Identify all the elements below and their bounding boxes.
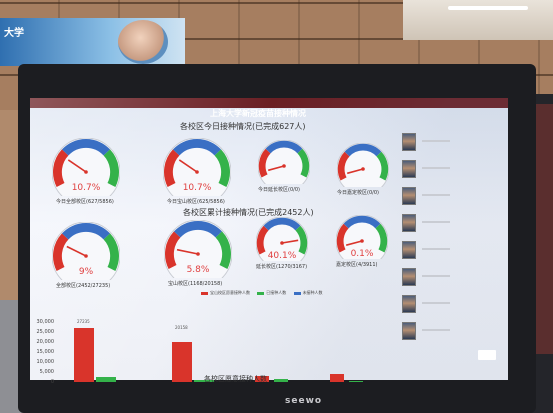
gauge-total-2: 5.8% 宝山校区(1168/20158)	[164, 220, 234, 287]
photo-caption	[422, 194, 450, 196]
legend-swatch-2	[257, 291, 265, 295]
bar-willing-3	[255, 375, 269, 382]
gauge-dial	[52, 138, 120, 196]
bar-vaccinated-2	[194, 379, 214, 382]
legend-swatch-1	[201, 291, 208, 295]
legend-label-1: 宝山校区愿意接种人数	[210, 290, 250, 295]
wall-poster: 大学	[0, 18, 185, 66]
gauge-dial	[337, 143, 389, 188]
gauge-label: 今日宝山校区(625/5856)	[167, 198, 225, 205]
legend-label-2: 已接种人数	[266, 290, 287, 295]
screen-header-bar	[30, 98, 508, 108]
photo-caption	[422, 140, 450, 142]
bar-willing-1	[74, 327, 94, 382]
gauge-label: 延长校区(1270/3167)	[256, 264, 308, 271]
gauge-value: 9%	[78, 266, 94, 277]
gauge-dial	[163, 138, 231, 196]
person-photo	[402, 187, 416, 205]
y-tick-label: 5,000	[39, 369, 54, 375]
gauge-today-2: 10.7% 今日宝山校区(625/5856)	[163, 138, 233, 205]
photo-caption	[422, 329, 450, 331]
person-photo	[402, 241, 416, 259]
poster-text: 大学	[4, 28, 24, 39]
gauge-total-4: 0.1% 嘉定校区(4/3911)	[336, 215, 406, 268]
gauge-label: 宝山校区(1168/20158)	[168, 280, 223, 287]
gauge-dial	[52, 222, 120, 280]
bar-vaccinated-1	[96, 377, 116, 382]
y-tick-label: 15,000	[36, 349, 55, 355]
gauge-label: 今日全部校区(627/5856)	[56, 198, 114, 205]
bar-data-label: 20158	[175, 325, 188, 330]
gauge-total-3: 40.1% 延长校区(1270/3167)	[256, 217, 326, 270]
gauge-label: 全部校区(2452/27235)	[56, 282, 111, 289]
chart-legend: 宝山校区愿意接种人数 已接种人数 未接种人数	[195, 290, 323, 296]
photo-caption	[422, 221, 450, 223]
person-photo	[402, 295, 416, 313]
y-tick-label: 20,000	[36, 339, 55, 345]
today-section-title: 各校区今日接种情况(已完成627人)	[180, 122, 306, 131]
gauge-label: 今日嘉定校区(0/0)	[337, 190, 379, 197]
gauge-value: 40.1%	[267, 251, 297, 262]
gauge-today-4: 今日嘉定校区(0/0)	[337, 143, 407, 196]
y-tick-label: 25,000	[36, 329, 55, 335]
total-section-title: 各校区累计接种情况(已完成2452人)	[183, 208, 314, 217]
person-photo	[402, 160, 416, 178]
bar-data-label: 27235	[77, 319, 90, 324]
ceiling-light	[448, 6, 528, 10]
gauge-dial	[256, 217, 308, 262]
y-tick-label: 0	[50, 379, 54, 385]
bar-vaccinated-4	[349, 380, 363, 382]
monitor-badge	[478, 350, 496, 360]
gauge-dial	[258, 140, 310, 185]
y-tick-label: 30,000	[36, 319, 55, 325]
dashboard-title: 上海大学新冠疫苗接种情况	[210, 109, 306, 118]
bar-chart-title: 各校区愿意接种人数	[204, 375, 267, 383]
bar-vaccinated-3	[274, 379, 288, 382]
legend-label-3: 未接种人数	[302, 290, 323, 295]
gauge-today-3: 今日延长校区(0/0)	[258, 140, 328, 193]
poster-photo	[118, 20, 168, 64]
gauge-value: 10.7%	[182, 182, 212, 193]
person-photo	[402, 322, 416, 340]
gauge-label: 今日延长校区(0/0)	[258, 187, 300, 194]
photo-caption	[422, 302, 450, 304]
bar-willing-2	[172, 341, 192, 382]
photo-caption	[422, 167, 450, 169]
gauge-dial	[336, 215, 388, 260]
legend-swatch-3	[293, 291, 301, 295]
bar-willing-4	[330, 374, 344, 382]
photo-caption	[422, 248, 450, 250]
person-photo	[402, 133, 416, 151]
gauge-today-1: 10.7% 今日全部校区(627/5856)	[52, 138, 122, 205]
y-tick-label: 10,000	[36, 359, 55, 365]
photo-caption	[422, 275, 450, 277]
gauge-total-1: 9% 全部校区(2452/27235)	[52, 222, 122, 289]
gauge-dial	[164, 220, 232, 278]
person-photo	[402, 268, 416, 286]
brand-logo: seewo	[285, 396, 323, 406]
gauge-label: 嘉定校区(4/3911)	[336, 262, 378, 269]
person-photo	[402, 214, 416, 232]
gauge-value: 5.8%	[186, 264, 210, 275]
gauge-value: 10.7%	[71, 182, 101, 193]
ceiling	[403, 0, 553, 40]
gauge-value: 0.1%	[350, 249, 374, 260]
